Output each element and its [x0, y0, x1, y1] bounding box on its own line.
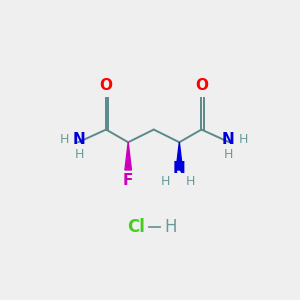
Text: O: O — [195, 78, 208, 93]
Polygon shape — [176, 142, 183, 170]
Text: Cl: Cl — [128, 218, 145, 236]
Text: F: F — [123, 173, 134, 188]
Polygon shape — [125, 142, 131, 170]
Text: H: H — [224, 148, 233, 161]
Text: H: H — [161, 175, 170, 188]
Text: H: H — [59, 134, 69, 146]
Text: H: H — [238, 134, 248, 146]
Text: N: N — [222, 132, 235, 147]
Text: H: H — [75, 148, 84, 161]
Text: H: H — [164, 218, 177, 236]
Text: N: N — [73, 132, 86, 147]
Text: H: H — [186, 175, 195, 188]
Text: N: N — [173, 161, 186, 176]
Text: O: O — [100, 78, 112, 93]
